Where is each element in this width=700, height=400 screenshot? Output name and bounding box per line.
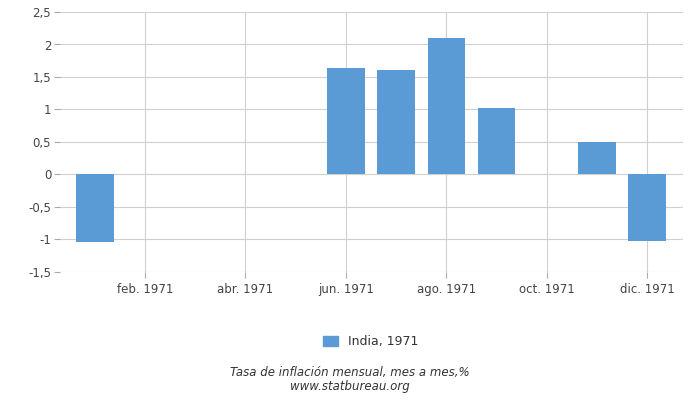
- Bar: [629, 174, 666, 241]
- Bar: [377, 70, 415, 174]
- Bar: [578, 142, 616, 174]
- Bar: [76, 174, 113, 242]
- Legend: India, 1971: India, 1971: [323, 336, 419, 348]
- Bar: [428, 38, 466, 174]
- Bar: [327, 68, 365, 174]
- Bar: [478, 108, 515, 174]
- Text: www.statbureau.org: www.statbureau.org: [290, 380, 410, 393]
- Text: Tasa de inflación mensual, mes a mes,%: Tasa de inflación mensual, mes a mes,%: [230, 366, 470, 379]
